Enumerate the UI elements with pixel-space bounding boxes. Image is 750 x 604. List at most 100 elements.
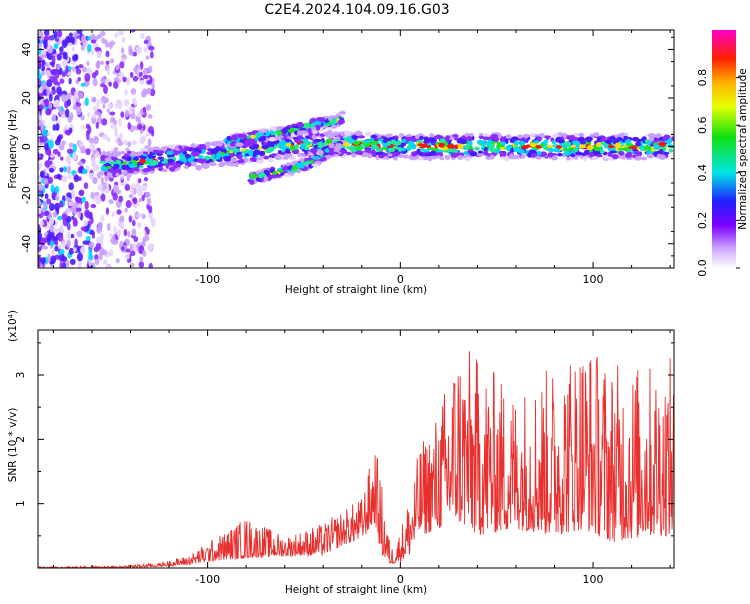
spectrogram-cell (643, 145, 652, 151)
spectrogram-cell (648, 137, 655, 142)
spectrogram-cell (609, 150, 618, 154)
spectrogram-cell (166, 150, 174, 155)
spectrogram-speckle (115, 64, 120, 71)
spectrogram-speckle (67, 42, 73, 47)
spectrogram-cell (254, 136, 259, 141)
spectrogram-cell (419, 135, 424, 140)
spectrogram-speckle (87, 125, 92, 135)
spectrogram-cell (647, 150, 652, 154)
spectrogram-speckle (147, 138, 152, 147)
colorbar-label: Normalized spectral amplitude (737, 68, 749, 229)
spectrogram-cell (543, 146, 549, 151)
spectrogram-cell (533, 140, 540, 144)
spectrogram-cell (571, 140, 579, 145)
spectrogram-cell (318, 117, 326, 122)
spectrogram-cell (338, 119, 344, 125)
spectrogram-speckle (75, 102, 82, 107)
spectrogram-cell (249, 157, 257, 162)
spectrogram-speckle (61, 213, 68, 221)
spectrogram-cell (563, 141, 572, 147)
spectrogram-cell (423, 142, 428, 148)
spectrogram-cell (505, 134, 512, 139)
snr-y-ticks: 1 2 3 (14, 342, 674, 537)
spectrogram-speckle (91, 157, 96, 166)
spectrogram-speckle (84, 200, 89, 210)
spectrogram-speckle (74, 238, 78, 248)
spectrogram-cell (285, 163, 291, 167)
spectrogram-speckle (38, 146, 42, 151)
y-tick-label: 0 (20, 143, 33, 150)
spectrogram-cell (132, 156, 138, 161)
spectrogram-speckle (78, 92, 84, 98)
spectrogram-speckle (66, 207, 71, 213)
spectrogram-speckle (65, 155, 72, 163)
spectrogram-frame (37, 29, 675, 269)
spectrogram-speckle (150, 220, 156, 228)
spectrogram-speckle (44, 70, 51, 76)
spectrogram-cell (555, 137, 562, 143)
spectrogram-cell (108, 160, 115, 165)
spectrogram-speckle (88, 253, 94, 261)
spectrogram-speckle (54, 185, 60, 194)
spectrogram-cell (326, 154, 332, 158)
spectrogram-speckle (117, 140, 124, 147)
spectrogram-cell (626, 142, 634, 148)
spectrogram-cell (106, 172, 113, 178)
spectrogram-speckle (53, 227, 60, 234)
spectrogram-cell (517, 149, 526, 154)
spectrogram-speckle (72, 247, 77, 253)
spectrogram-speckle (113, 119, 117, 126)
spectrogram-speckle (146, 203, 150, 210)
spectrogram-speckle (145, 132, 150, 137)
spectrogram-cell (457, 155, 464, 160)
spectrogram-cell (252, 149, 261, 156)
x-tick-label: -100 (195, 273, 220, 286)
spectrogram-speckle (48, 93, 53, 102)
spectrogram-speckle (66, 215, 72, 223)
spectrogram-cell (671, 136, 674, 140)
spectrogram-cell (373, 145, 380, 150)
spectrogram-speckle (137, 178, 142, 184)
spectrogram-speckle (43, 177, 49, 185)
spectrogram-cell (167, 144, 176, 149)
spectrogram-cell (287, 171, 294, 175)
spectrogram-speckle (47, 147, 52, 157)
spectrogram-speckle (38, 208, 42, 215)
spectrogram-speckle (94, 110, 100, 116)
spectrogram-cell (635, 141, 642, 147)
spectrogram-speckle (38, 73, 42, 81)
spectrogram-speckle (113, 147, 119, 152)
spectrogram-speckle (83, 182, 89, 190)
spectrogram-cell (430, 149, 437, 156)
spectrogram-speckle (61, 39, 68, 48)
spectrogram-cell (644, 139, 650, 143)
spectrogram-cell (653, 151, 658, 157)
spectrogram-speckle (106, 264, 111, 268)
spectrogram-cell (107, 152, 112, 159)
spectrogram-cell (436, 155, 441, 159)
spectrogram-cell (271, 171, 278, 175)
spectrogram-speckle (94, 47, 101, 52)
spectrogram-cell (386, 140, 391, 146)
spectrogram-cell (565, 156, 571, 161)
spectrogram-cell (175, 162, 181, 168)
spectrogram-speckle (56, 173, 61, 180)
spectrogram-speckle (67, 165, 72, 175)
spectrogram-cell (222, 156, 230, 160)
spectrogram-speckle (98, 252, 103, 261)
spectrogram-speckle (75, 207, 82, 212)
spectrogram-cell (457, 143, 464, 149)
spectrogram-cell (229, 143, 236, 147)
spectrogram-speckle (99, 83, 106, 88)
spectrogram-speckle (142, 74, 149, 79)
spectrogram-cell (496, 144, 502, 149)
spectrogram-cell (447, 148, 455, 153)
spectrogram-cell (552, 133, 560, 138)
spectrogram-cell (387, 153, 393, 157)
spectrogram-cell (385, 134, 391, 138)
spectrogram-speckle (96, 116, 103, 125)
spectrogram-cell (545, 135, 550, 140)
spectrogram-speckle (96, 199, 101, 205)
spectrogram-cell (573, 132, 579, 137)
spectrogram-cell (390, 139, 397, 145)
